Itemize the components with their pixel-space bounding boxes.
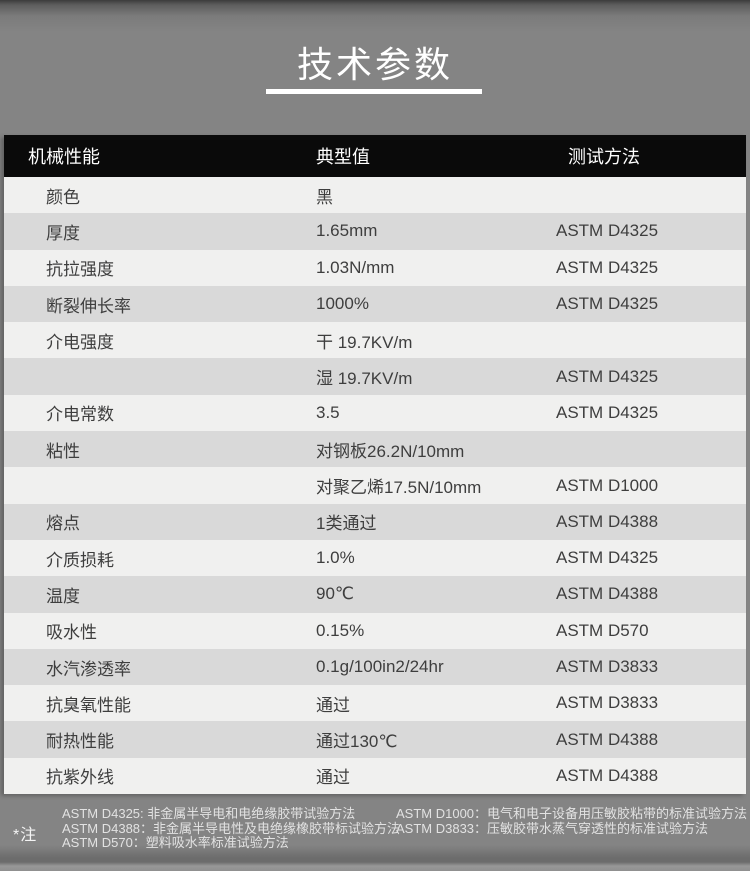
row-method: ASTM D4325: [556, 366, 659, 386]
table-row: 粘性 对钢板26.2N/10mm: [4, 431, 746, 468]
header-test-method: 测试方法: [568, 147, 640, 167]
row-value: 通过: [316, 768, 350, 788]
row-method: ASTM D3833: [556, 657, 659, 676]
row-method: ASTM D4325: [556, 548, 659, 568]
row-value: 对聚乙烯17.5N/10mm: [316, 478, 482, 498]
row-property: 粘性: [46, 441, 80, 461]
row-value: 黑: [316, 187, 333, 207]
row-property: 抗臭氧性能: [46, 695, 131, 715]
row-property: 熔点: [46, 514, 80, 534]
row-method: ASTM D4388: [556, 765, 659, 785]
table-row: 耐热性能 通过130℃ ASTM D4388: [4, 721, 746, 758]
row-value: 1.03N/mm: [316, 257, 395, 277]
notes-right-column: ASTM D1000：电气和电子设备用压敏胶粘带的标准试验方法 ASTM D383…: [396, 806, 748, 836]
note-line: ASTM D3833：压敏胶带水蒸气穿透性的标准试验方法: [396, 820, 709, 836]
row-method: ASTM D4388: [556, 729, 659, 749]
row-value: 3.5: [316, 402, 340, 422]
row-method: ASTM D4325: [556, 221, 659, 241]
table-row: 熔点 1类通过 ASTM D4388: [4, 503, 746, 540]
row-property: 吸水性: [46, 623, 97, 643]
row-value: 1000%: [316, 294, 369, 314]
table-row: 厚度 1.65mm ASTM D4325: [4, 213, 746, 250]
row-method: ASTM D4388: [556, 511, 659, 531]
table-row: 水汽渗透率 0.1g/100in2/24hr ASTM D3833: [4, 648, 746, 686]
note-line: ASTM D570：塑料吸水率标准试验方法: [62, 835, 289, 851]
row-value: 1类通过: [316, 514, 377, 534]
row-method: ASTM D1000: [556, 475, 659, 495]
row-method: ASTM D570: [556, 620, 649, 640]
table-row: 吸水性 0.15% ASTM D570: [4, 612, 746, 649]
table-row: 抗拉强度 1.03N/mm ASTM D4325: [4, 249, 746, 286]
note-line: ASTM D4388：非金属半导电性及电绝缘橡胶带标试验方法: [62, 820, 401, 836]
row-value: 90℃: [316, 584, 355, 604]
header-property: 机械性能: [28, 147, 100, 167]
spec-table: 机械性能 典型值 测试方法 颜色 黑 厚度 1.65mm ASTM D4325 …: [4, 135, 746, 795]
row-value: 0.15%: [316, 620, 365, 640]
row-method: ASTM D4388: [556, 584, 659, 604]
note-line: ASTM D1000：电气和电子设备用压敏胶粘带的标准试验方法: [396, 806, 748, 821]
row-value: 通过: [316, 695, 350, 715]
row-method: ASTM D4325: [556, 294, 659, 314]
row-method: ASTM D4325: [556, 402, 659, 422]
header-typical-value: 典型值: [316, 147, 370, 167]
row-property: 水汽渗透率: [46, 659, 131, 679]
table-row: 断裂伸长率 1000% ASTM D4325: [4, 285, 746, 323]
table-row: 颜色 黑: [4, 177, 746, 214]
row-property: 抗紫外线: [46, 768, 114, 788]
table-row: 介电强度 干 19.7KV/m: [4, 322, 746, 359]
table-header-row: 机械性能 典型值 测试方法: [4, 135, 746, 177]
row-property: 温度: [46, 586, 80, 606]
table-row: 介质损耗 1.0% ASTM D4325: [4, 539, 746, 577]
row-property: 介电常数: [46, 405, 114, 425]
row-value: 通过130℃: [316, 732, 398, 752]
table-row: 温度 90℃ ASTM D4388: [4, 576, 746, 613]
row-value: 湿 19.7KV/m: [316, 369, 413, 389]
row-value: 干 19.7KV/m: [316, 332, 413, 352]
table-body: 颜色 黑 厚度 1.65mm ASTM D4325 抗拉强度 1.03N/mm …: [4, 177, 746, 795]
row-method: ASTM D4325: [556, 257, 659, 277]
row-property: 抗拉强度: [46, 260, 114, 280]
table-row: 湿 19.7KV/m ASTM D4325: [4, 358, 746, 395]
row-value: 0.1g/100in2/24hr: [316, 657, 444, 676]
row-value: 1.65mm: [316, 221, 378, 241]
table-row: 抗臭氧性能 通过 ASTM D3833: [4, 685, 746, 722]
row-property: 耐热性能: [46, 732, 114, 752]
page-title: 技术参数: [296, 44, 453, 85]
table-row: 对聚乙烯17.5N/10mm ASTM D1000: [4, 467, 746, 504]
title-underline: [266, 89, 482, 94]
note-line: ASTM D4325: 非金属半导电和电绝缘胶带试验方法: [62, 806, 356, 821]
row-property: 厚度: [46, 223, 80, 243]
row-method: ASTM D3833: [556, 693, 659, 713]
notes-left-column: ASTM D4325: 非金属半导电和电绝缘胶带试验方法 ASTM D4388：非…: [62, 806, 401, 851]
row-property: 介质损耗: [46, 550, 114, 570]
row-value: 对钢板26.2N/10mm: [316, 441, 465, 461]
notes-label: *注: [13, 827, 38, 844]
row-property: 颜色: [46, 187, 80, 207]
table-row: 介电常数 3.5 ASTM D4325: [4, 394, 746, 432]
table-row: 抗紫外线 通过 ASTM D4388: [4, 757, 746, 795]
row-property: 断裂伸长率: [46, 296, 131, 316]
row-property: 介电强度: [46, 332, 114, 352]
row-value: 1.0%: [316, 548, 355, 568]
